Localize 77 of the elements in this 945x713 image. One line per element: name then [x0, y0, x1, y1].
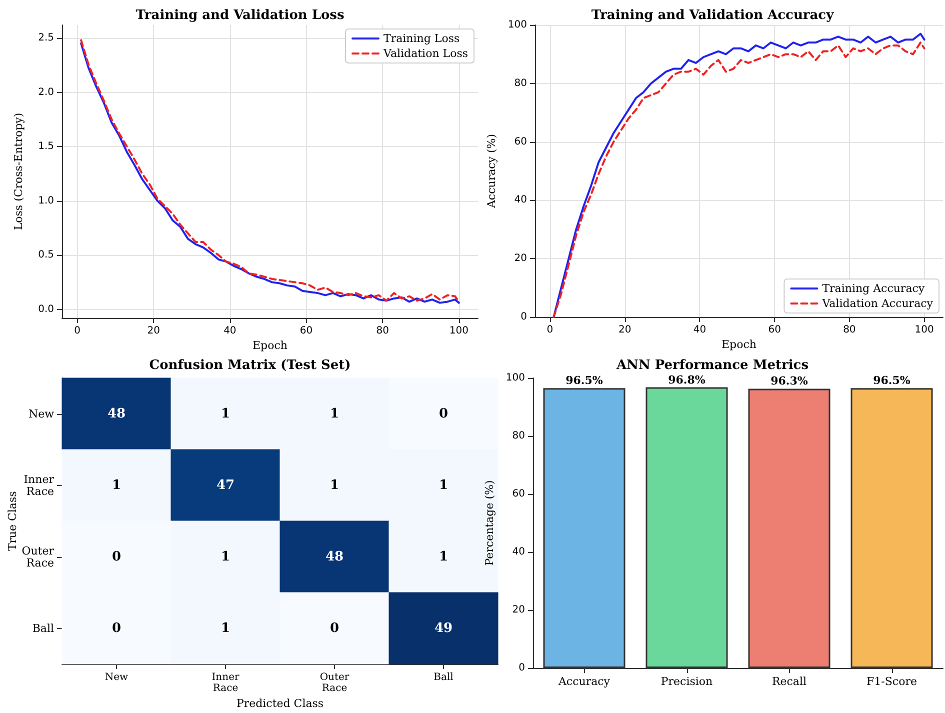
y-tick-label: 60	[512, 488, 525, 500]
data-label: 1	[112, 478, 122, 493]
data-label: 0	[112, 620, 122, 636]
data-label: 1	[330, 478, 340, 493]
y-tick-label: 0	[520, 312, 527, 322]
data-label: 96.3%	[770, 374, 808, 388]
y-tick-label: 40	[512, 546, 525, 558]
x-tick-label: 80	[843, 324, 856, 336]
y-tick-label: 1.5	[38, 141, 54, 152]
y-tick-label: 40	[514, 194, 527, 206]
y-tick-label: 80	[514, 78, 527, 89]
data-label: 48	[325, 549, 344, 564]
x-tick-label: Outer Race	[320, 672, 350, 694]
legend-label: Training Loss	[384, 32, 460, 45]
data-label: 96.5%	[873, 374, 911, 388]
x-tick-label: 20	[618, 324, 632, 336]
y-axis-title: Loss (Cross-Entropy)	[12, 112, 25, 230]
x-tick-label: 60	[768, 324, 781, 336]
y-tick-label: Inner Race	[24, 472, 55, 498]
x-tick-label: 60	[300, 326, 313, 336]
y-tick-label: New	[28, 407, 55, 420]
data-label: 96.5%	[566, 374, 604, 388]
chart-title: Training and Validation Accuracy	[591, 8, 834, 23]
y-tick-label: 0	[518, 662, 525, 674]
x-tick-label: 40	[693, 324, 706, 336]
chart-title: ANN Performance Metrics	[615, 358, 809, 373]
y-tick-label: 2.0	[38, 86, 54, 98]
x-tick-label: 0	[546, 324, 554, 336]
x-axis-title: Epoch	[722, 338, 756, 351]
y-tick-label: Ball	[32, 622, 54, 635]
data-label: 49	[434, 620, 453, 636]
x-tick-label: New	[104, 672, 129, 683]
x-tick-label: Inner Race	[212, 672, 240, 694]
y-tick-label: Outer Race	[22, 544, 55, 570]
y-tick-label: 80	[512, 430, 525, 442]
y-tick-label: 1.0	[38, 195, 54, 206]
chart-title: Confusion Matrix (Test Set)	[149, 358, 351, 373]
data-label: 1	[438, 549, 448, 564]
y-axis-title: Accuracy (%)	[485, 134, 498, 210]
x-tick-label: 100	[449, 326, 468, 336]
data-label: 47	[216, 478, 235, 493]
y-axis-title: Percentage (%)	[483, 480, 496, 566]
y-tick-label: 20	[512, 604, 525, 616]
x-tick-label: 0	[74, 326, 80, 336]
x-tick-label: Precision	[660, 675, 713, 688]
y-tick-label: 100	[508, 20, 527, 30]
y-tick-label: 100	[506, 372, 525, 384]
x-tick-label: Accuracy	[557, 675, 611, 688]
x-axis-title: Epoch	[252, 339, 288, 352]
data-label: 0	[438, 406, 448, 422]
y-axis-title: True Class	[6, 490, 19, 551]
data-label: 96.8%	[668, 373, 706, 386]
chart-title: Training and Validation Loss	[136, 8, 344, 23]
x-tick-label: 20	[147, 326, 160, 336]
data-label: 0	[112, 549, 122, 564]
y-tick-label: 60	[514, 136, 527, 148]
y-tick-label: 0.5	[38, 250, 54, 261]
data-label: 1	[438, 478, 448, 493]
legend-label: Training Accuracy	[822, 282, 926, 295]
data-label: 1	[220, 549, 230, 564]
y-tick-label: 0.0	[38, 304, 54, 315]
y-tick-label: 2.5	[38, 32, 54, 44]
x-tick-label: 80	[376, 326, 389, 336]
x-tick-label: Recall	[772, 675, 808, 688]
data-label: 1	[220, 620, 230, 636]
x-tick-label: Ball	[434, 672, 454, 683]
data-label: 48	[107, 406, 126, 422]
y-tick-label: 20	[514, 253, 527, 264]
legend-label: Validation Accuracy	[821, 297, 934, 310]
data-label: 1	[220, 406, 230, 422]
x-tick-label: 100	[914, 324, 934, 336]
data-label: 1	[330, 406, 340, 422]
x-tick-label: F1-Score	[866, 675, 917, 688]
legend-label: Validation Loss	[382, 47, 468, 60]
data-label: 0	[330, 620, 340, 636]
x-tick-label: 40	[224, 326, 236, 336]
x-axis-title: Predicted Class	[236, 697, 324, 710]
